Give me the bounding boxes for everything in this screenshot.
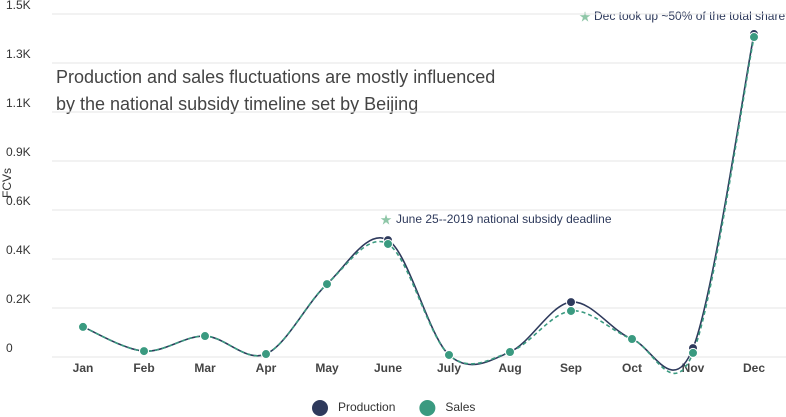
x-tick-label: Sep [560,361,582,375]
x-tick-label: June [374,361,402,375]
point [261,349,271,360]
legend-label: Sales [445,400,475,414]
x-tick-label: Feb [133,361,154,375]
y-tick-label: 0.6K [6,194,31,208]
star: ★ [579,9,592,25]
point [383,238,393,249]
y-tick-label: 0.9K [6,145,31,159]
series-line [82,36,755,375]
x-tick-label: Dec [743,361,765,375]
y-tick-label: 1.5K [6,0,31,12]
annotation: June 25--2019 national subsidy deadline [396,212,612,226]
star: ★ [380,212,393,228]
y-tick-label: 0.2K [6,292,31,306]
x-tick-label: Mar [194,361,216,375]
x-tick-label: July [437,361,461,375]
point [200,331,210,342]
legend-marker [419,400,436,416]
point [444,349,454,360]
point [78,321,88,332]
legend-marker [312,400,328,416]
point [566,297,576,308]
legend: Production Sales [312,400,475,416]
x-tick-label: Apr [256,361,277,375]
x-tick-label: May [315,361,339,375]
annotation: Dec took up ~50% of the total share [594,9,785,23]
chart-title: Production and sales fluctuations are mo… [56,67,495,87]
y-tick-label: 1.3K [6,47,31,61]
point [749,32,759,43]
x-tick-label: Oct [622,361,642,375]
chart-title: by the national subsidy timeline set by … [56,94,418,114]
point [566,305,576,316]
y-axis-label: FCVs [0,168,14,198]
y-tick-label: 0.4K [6,243,31,257]
y-tick-label: 0 [6,341,13,355]
point [139,346,149,357]
point [688,347,698,358]
point [627,333,637,344]
x-tick-label: Aug [498,361,521,375]
y-tick-label: 1.1K [6,96,31,110]
x-tick-label: Jan [73,361,94,375]
point [322,279,332,290]
legend-label: Production [338,400,395,414]
point [505,346,515,357]
